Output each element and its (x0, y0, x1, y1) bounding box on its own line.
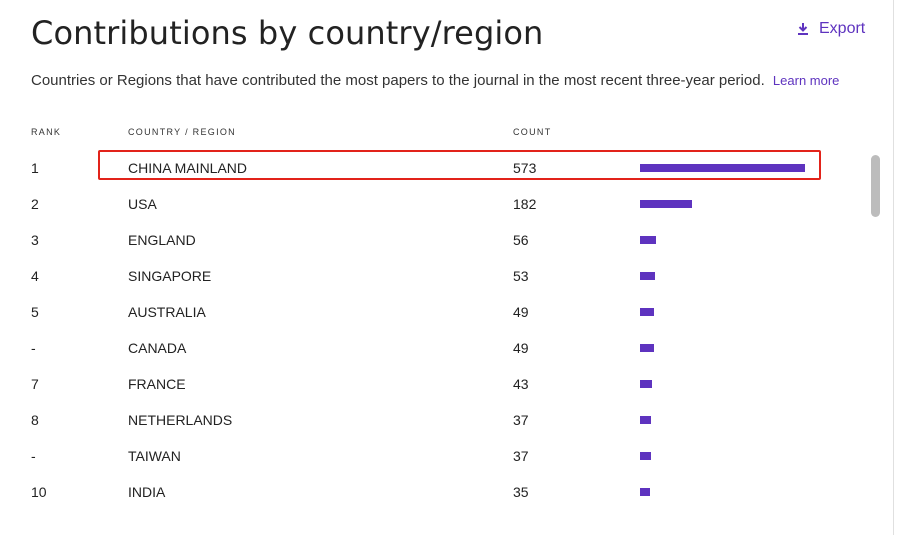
country-cell: AUSTRALIA (128, 304, 206, 320)
country-cell: FRANCE (128, 376, 186, 392)
highlight-box (98, 150, 821, 180)
count-bar (640, 380, 652, 388)
rank-cell: 2 (31, 196, 39, 212)
country-cell: NETHERLANDS (128, 412, 233, 428)
rank-cell: 10 (31, 484, 47, 500)
count-cell: 37 (513, 448, 529, 464)
table-row: 1 CHINA MAINLAND 573 (0, 151, 860, 187)
count-cell: 43 (513, 376, 529, 392)
count-bar (640, 416, 651, 424)
count-cell: 37 (513, 412, 529, 428)
count-bar (640, 164, 805, 172)
count-bar (640, 344, 654, 352)
description-text: Countries or Regions that have contribut… (31, 72, 765, 89)
count-cell: 49 (513, 304, 529, 320)
table-row: 5 AUSTRALIA 49 (0, 295, 860, 331)
description: Countries or Regions that have contribut… (31, 72, 839, 89)
country-cell: TAIWAN (128, 448, 181, 464)
count-bar (640, 308, 654, 316)
count-bar (640, 452, 651, 460)
rank-cell: - (31, 448, 36, 464)
download-icon (798, 23, 808, 35)
header-rank: RANK (31, 127, 62, 137)
table-row: 7 FRANCE 43 (0, 367, 860, 403)
header-country-region: COUNTRY / REGION (128, 127, 236, 137)
count-cell: 573 (513, 160, 537, 176)
count-cell: 49 (513, 340, 529, 356)
count-cell: 35 (513, 484, 529, 500)
count-cell: 53 (513, 268, 529, 284)
table-row: 8 NETHERLANDS 37 (0, 403, 860, 439)
table-row: 3 ENGLAND 56 (0, 223, 860, 259)
header-count: COUNT (513, 127, 552, 137)
table-row: - TAIWAN 37 (0, 439, 860, 475)
rank-cell: 5 (31, 304, 39, 320)
count-bar (640, 200, 692, 208)
country-cell: SINGAPORE (128, 268, 212, 284)
count-bar (640, 272, 655, 280)
country-cell: ENGLAND (128, 232, 196, 248)
export-label: Export (819, 20, 866, 37)
count-cell: 56 (513, 232, 529, 248)
rank-cell: 8 (31, 412, 39, 428)
rank-cell: - (31, 340, 36, 356)
rank-cell: 1 (31, 160, 39, 176)
scrollbar-thumb[interactable] (871, 155, 880, 217)
country-cell: INDIA (128, 484, 166, 500)
count-cell: 182 (513, 196, 537, 212)
rank-cell: 7 (31, 376, 39, 392)
table-row: 2 USA 182 (0, 187, 860, 223)
country-cell: CANADA (128, 340, 187, 356)
table-row: 4 SINGAPORE 53 (0, 259, 860, 295)
learn-more-link[interactable]: Learn more (772, 73, 840, 88)
count-bar (640, 236, 656, 244)
page-title: Contributions by country/region (31, 14, 544, 52)
table-row: - CANADA 49 (0, 331, 860, 367)
rank-cell: 4 (31, 268, 39, 284)
count-bar (640, 488, 650, 496)
export-button[interactable]: Export (797, 20, 865, 38)
country-cell: USA (128, 196, 157, 212)
country-cell: CHINA MAINLAND (128, 160, 248, 176)
table-row: 10 INDIA 35 (0, 475, 860, 511)
rank-cell: 3 (31, 232, 39, 248)
